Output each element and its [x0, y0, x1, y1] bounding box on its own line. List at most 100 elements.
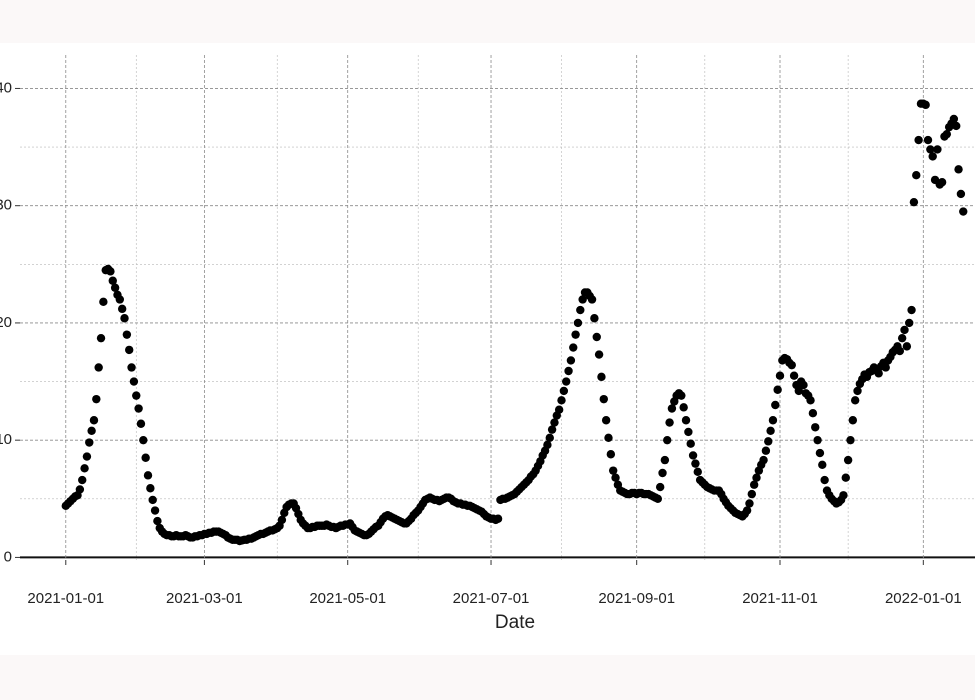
data-point [818, 460, 827, 469]
data-point [578, 295, 587, 304]
data-point [658, 468, 667, 478]
data-point [677, 391, 686, 400]
data-point [853, 386, 862, 396]
data-point [559, 386, 569, 396]
data-point [89, 416, 99, 425]
data-point [956, 189, 966, 199]
data-point [850, 396, 860, 405]
data-point [655, 482, 665, 492]
data-point [125, 345, 134, 355]
data-point [117, 304, 127, 314]
data-point [914, 135, 923, 145]
data-point [742, 506, 752, 515]
x-tick-label: 2021-05-01 [309, 590, 386, 607]
data-point [587, 295, 597, 304]
x-axis-label: Date [495, 612, 535, 633]
data-point [573, 318, 583, 328]
data-point [881, 363, 890, 372]
data-point [897, 333, 907, 343]
data-point [576, 305, 585, 315]
data-point [569, 343, 578, 352]
data-point [759, 455, 768, 465]
data-point [99, 297, 108, 307]
data-point [132, 391, 141, 400]
data-point [106, 267, 115, 276]
data-point [87, 426, 96, 435]
data-point [653, 494, 663, 503]
data-point [141, 453, 150, 462]
data-point [604, 433, 613, 443]
y-tick-label: 40 [0, 79, 12, 96]
data-point [902, 342, 912, 351]
x-tick-label: 2021-09-01 [598, 590, 675, 607]
data-point [954, 165, 963, 174]
data-point [547, 425, 557, 434]
x-tick-label: 2021-01-01 [27, 590, 104, 607]
x-tick-label: 2021-11-01 [742, 590, 818, 607]
data-point [846, 435, 855, 445]
data-point [907, 305, 916, 315]
data-point [811, 423, 820, 432]
data-point [874, 369, 883, 378]
data-point [905, 318, 914, 328]
data-point [493, 514, 503, 523]
data-point [667, 404, 677, 413]
data-point [928, 152, 937, 161]
data-point [747, 489, 757, 499]
data-point [813, 435, 822, 445]
y-tick-label: 30 [0, 197, 12, 214]
data-point [848, 416, 858, 425]
data-point [663, 435, 672, 445]
data-point [815, 448, 825, 458]
data-point [808, 409, 818, 418]
data-point [952, 121, 961, 131]
data-point [806, 396, 815, 405]
data-point [143, 471, 153, 480]
data-point [545, 433, 554, 443]
data-point [912, 171, 921, 180]
data-point [764, 437, 773, 446]
data-point [688, 451, 698, 460]
data-point [153, 516, 162, 526]
data-point [115, 295, 125, 304]
data-point [923, 135, 933, 145]
data-point [841, 473, 850, 482]
data-point [933, 145, 942, 154]
data-point [571, 330, 580, 339]
data-point [75, 485, 85, 494]
data-point [110, 283, 120, 292]
data-point [949, 114, 959, 124]
data-point [660, 455, 670, 465]
data-point [127, 363, 136, 372]
data-point [146, 484, 155, 493]
data-point [78, 475, 87, 485]
data-point [606, 450, 616, 459]
data-point [839, 491, 848, 500]
data-point [129, 377, 139, 386]
data-point [959, 207, 968, 216]
data-point [766, 426, 775, 435]
data-point [799, 380, 808, 390]
data-point [900, 325, 909, 335]
data-point [921, 100, 930, 110]
data-point [80, 464, 89, 473]
data-point [787, 360, 796, 370]
data-point [96, 333, 106, 343]
data-point [94, 363, 103, 372]
data-point [150, 506, 160, 515]
x-tick-label: 2022-01-01 [885, 590, 962, 607]
data-point [85, 438, 94, 447]
data-point [686, 439, 695, 448]
data-point [942, 129, 952, 139]
x-tick-label: 2021-03-01 [166, 590, 243, 607]
data-point [148, 495, 157, 505]
data-point [562, 377, 571, 386]
data-point [745, 499, 754, 508]
data-point [122, 330, 132, 339]
data-point [550, 418, 559, 427]
data-point [693, 467, 702, 477]
data-point [139, 435, 148, 445]
data-point [820, 475, 829, 485]
